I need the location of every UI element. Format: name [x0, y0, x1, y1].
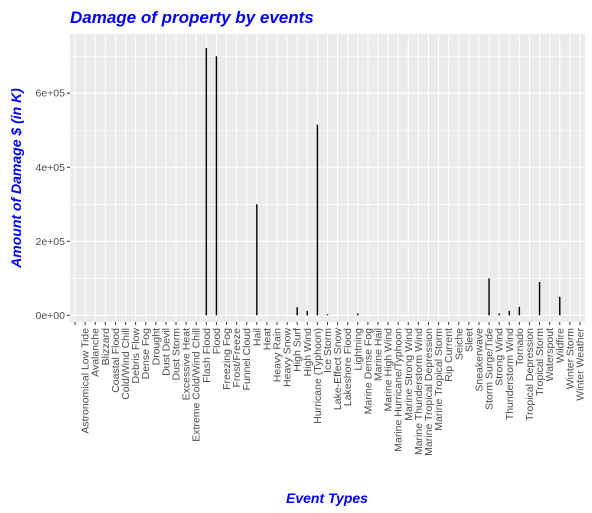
bar	[296, 307, 298, 316]
x-tick-label: Dust Devil	[160, 328, 172, 376]
x-tick-label: Freezing Fog	[221, 328, 233, 390]
x-tick-label: Tropical Depression	[524, 328, 536, 421]
bar	[215, 56, 218, 316]
bar	[357, 313, 359, 316]
x-tick-label: Marine Tropical Depression	[423, 328, 435, 456]
bars	[205, 48, 561, 316]
x-tick-label: Hail	[251, 328, 263, 346]
x-tick-label: Excessive Heat	[181, 328, 193, 400]
x-tick-label: Lightning	[352, 328, 364, 371]
x-tick-label: Winter Storm	[564, 328, 576, 390]
x-tick-label: Lake-Effect Snow	[332, 328, 344, 411]
x-tick-label: Storm Surge/Tide	[484, 328, 496, 410]
x-tick-label: Heavy Snow	[282, 328, 294, 387]
x-tick-label: Heavy Rain	[272, 328, 284, 382]
bar	[508, 310, 510, 316]
x-tick-label: Wildfire	[554, 328, 566, 363]
x-tick-label: Cold/Wind Chill	[120, 328, 132, 400]
y-tick-label: 2e+05	[36, 236, 66, 248]
x-tick-label: Debris Flow	[130, 328, 142, 384]
x-tick-label: Ice Storm	[322, 328, 334, 373]
x-tick-label: Coastal Flood	[110, 328, 122, 393]
bar	[256, 204, 258, 316]
x-tick-label: Rip Current	[443, 328, 455, 382]
x-tick-label: Tornado	[514, 328, 526, 366]
x-tick-label: Winter Weather	[574, 328, 586, 401]
major-gridlines	[70, 34, 585, 322]
x-tick-label: Thunderstorm Wind	[504, 328, 516, 420]
x-tick-label: Seiche	[453, 328, 465, 360]
bar	[316, 124, 319, 316]
bar	[518, 306, 521, 316]
x-tick-label: Flood	[211, 328, 223, 354]
bar	[559, 296, 561, 316]
y-tick-label: 4e+05	[36, 162, 66, 174]
x-tick-label: Tropical Storm	[534, 328, 546, 396]
x-tick-label: Funnel Cloud	[241, 328, 253, 391]
x-tick-label: Flash Flood	[201, 328, 213, 383]
x-tick-label: Extreme Cold/Wind Chill	[191, 328, 203, 442]
y-tick-label: 6e+05	[36, 88, 66, 100]
bar	[488, 278, 490, 316]
x-tick-label: Marine High Wind	[383, 328, 395, 412]
bar	[205, 48, 208, 316]
x-tick-label: Dust Storm	[171, 328, 183, 381]
x-tick-label: Avalanche	[90, 328, 102, 377]
x-tick-label: Marine Thunderstorm Wind	[413, 328, 425, 455]
x-tick-label: Hurricane (Typhoon)	[312, 328, 324, 424]
x-axis-ticks: Astronomical Low TideAvalancheBlizzardCo…	[74, 322, 586, 456]
y-axis-ticks: 0e+00 2e+05 4e+05 6e+05	[36, 88, 70, 322]
chart-title: Damage of property by events	[70, 8, 314, 27]
x-tick-label: Sneakerwave	[473, 328, 485, 392]
x-tick-label: Dense Fog	[140, 328, 152, 380]
x-tick-label: High Surf	[292, 328, 304, 372]
x-tick-label: Blizzard	[100, 328, 112, 366]
x-tick-label: High Wind	[302, 328, 314, 377]
x-tick-label: Marine Strong Wind	[403, 328, 415, 421]
bar	[306, 310, 309, 316]
x-tick-label: Marine Hurricane/Typhoon	[393, 328, 405, 452]
bar	[326, 314, 329, 316]
x-tick-label: Strong Wind	[494, 328, 506, 386]
bar	[498, 313, 500, 316]
x-tick-label: Marine Dense Fog	[362, 328, 374, 415]
x-tick-label: Astronomical Low Tide	[80, 328, 92, 434]
x-tick-label: Drought	[150, 328, 162, 365]
x-tick-label: Marine Tropical Storm	[433, 328, 445, 431]
x-tick-label: Lakeshore Flood	[342, 328, 354, 406]
y-axis-title: Amount of Damage $ (in K)	[8, 88, 24, 269]
bar	[538, 282, 541, 316]
x-axis-title: Event Types	[286, 490, 368, 506]
x-tick-label: Marine Hail	[372, 328, 384, 381]
y-tick-label: 0e+00	[36, 310, 66, 322]
x-tick-label: Waterspout	[544, 328, 556, 381]
x-tick-label: Sleet	[463, 328, 475, 352]
x-tick-label: Frost/Freeze	[231, 328, 243, 388]
x-tick-label: Heat	[261, 328, 273, 350]
